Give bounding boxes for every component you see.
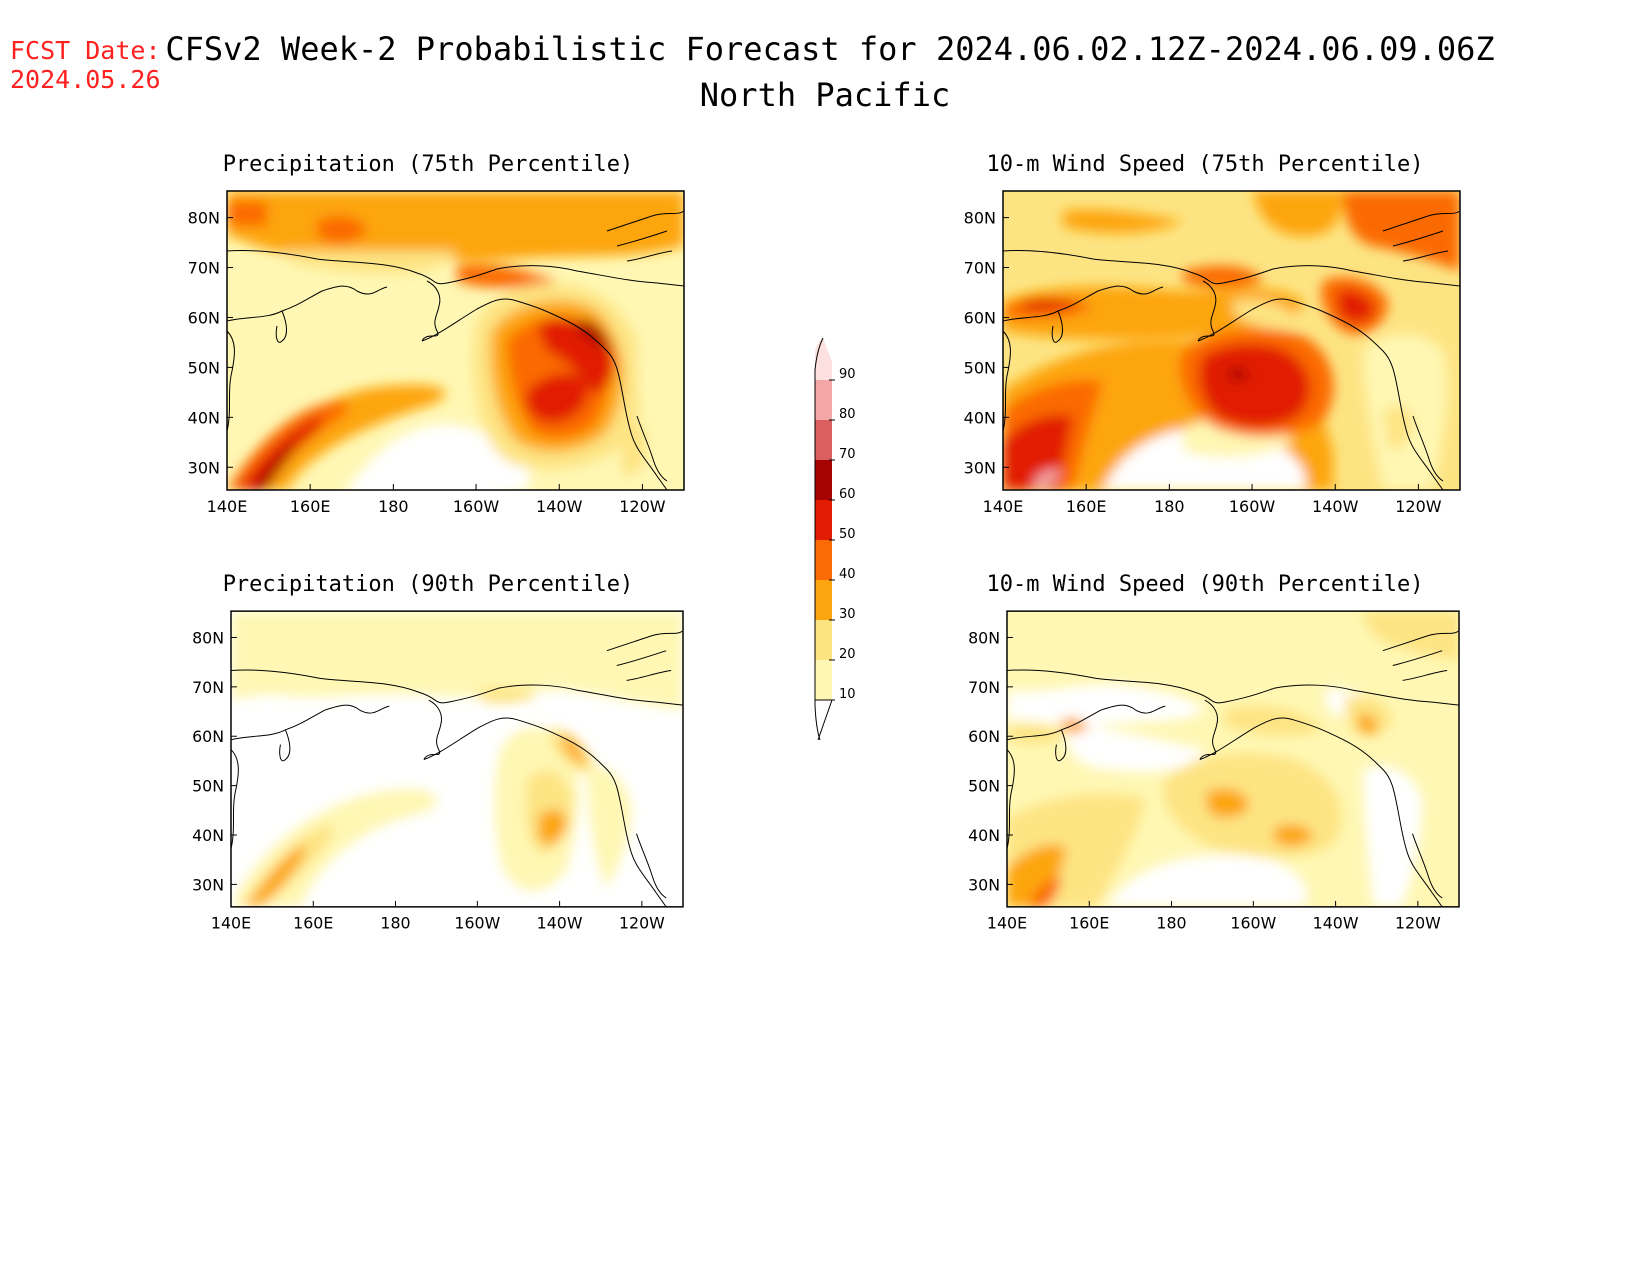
lat-tick-label: 70N (964, 259, 996, 278)
lat-tick-label: 60N (192, 727, 224, 746)
colorbar-lower-cap (815, 699, 833, 741)
lat-tick-label: 40N (188, 408, 220, 427)
lat-tick-label: 60N (968, 727, 1000, 746)
forecast-date-value: 2024.05.26 (10, 65, 161, 94)
lat-tick-label: 70N (968, 678, 1000, 697)
lat-tick-label: 40N (192, 826, 224, 845)
lat-tick-label: 30N (964, 458, 996, 477)
colorbar-outline (814, 337, 824, 741)
colorbar-swatch (815, 580, 832, 620)
colorbar-level-label: 60 (839, 487, 856, 502)
colorbar-swatch (815, 460, 832, 500)
lat-tick-label: 60N (964, 308, 996, 327)
lat-tick-label: 80N (192, 628, 224, 647)
lat-tick-label: 80N (964, 209, 996, 228)
colorbar-level-label: 30 (839, 607, 856, 622)
colorbar-level-label: 70 (839, 447, 856, 462)
lat-tick-label: 50N (192, 777, 224, 796)
lon-tick-label: 160E (1069, 914, 1109, 933)
lon-tick-label: 120W (1395, 497, 1442, 516)
lon-tick-label: 120W (619, 497, 666, 516)
lon-tick-label: 160W (1229, 497, 1276, 516)
colorbar-swatch (815, 660, 832, 700)
colorbar-level-label: 50 (839, 527, 856, 542)
colorbar-swatch (815, 620, 832, 660)
lat-tick-label: 60N (188, 308, 220, 327)
lon-tick-label: 140E (983, 497, 1024, 516)
lat-tick-label: 50N (968, 777, 1000, 796)
lon-tick-label: 140W (536, 497, 583, 516)
lat-tick-label: 30N (968, 875, 1000, 894)
panel-title-precip-75: Precipitation (75th Percentile) (222, 152, 634, 177)
page-title: CFSv2 Week-2 Probabilistic Forecast for … (165, 30, 1495, 68)
map-wind-speed-75th: 140E 160E 180 160W 140W 120W 80N 70N 60N 50N 40N 30… (964, 190, 1461, 516)
colorbar-level-label: 90 (839, 367, 856, 382)
forecast-date: FCST Date: 2024.05.26 (10, 36, 161, 94)
lat-tick-label: 40N (968, 826, 1000, 845)
map-wind-speed-90th: 140E 160E 180 160W 140W 120W 80N 70N 60N 50N 40N 30… (968, 610, 1460, 933)
lon-tick-label: 160W (454, 914, 500, 933)
lat-tick-label: 80N (188, 209, 220, 228)
lon-tick-label: 140E (207, 497, 248, 516)
lon-tick-label: 180 (1156, 914, 1186, 933)
panel-title-wind-75: 10-m Wind Speed (75th Percentile) (986, 152, 1424, 177)
lon-tick-label: 140W (537, 914, 583, 933)
lon-tick-label: 140E (987, 914, 1027, 933)
map-precipitation-75th: 140E 160E 180 160W 140W 120W 80N 70N 60N 50N 40N 30… (188, 190, 685, 516)
lon-tick-label: 160E (290, 497, 331, 516)
lon-tick-label: 140E (211, 914, 251, 933)
map-precipitation-90th: 140E 160E 180 160W 140W 120W 80N 70N 60N 50N 40N 30… (192, 610, 684, 933)
colorbar-legend: 10 20 30 40 50 60 70 80 90 (814, 337, 856, 741)
lat-tick-label: 50N (964, 358, 996, 377)
lon-tick-label: 120W (619, 914, 665, 933)
lon-tick-label: 160W (1230, 914, 1276, 933)
lat-tick-label: 30N (188, 458, 220, 477)
panel-title-precip-90: Precipitation (90th Percentile) (222, 572, 634, 597)
panel-title-wind-90: 10-m Wind Speed (90th Percentile) (986, 572, 1424, 597)
lat-tick-label: 40N (964, 408, 996, 427)
lat-tick-label: 70N (192, 678, 224, 697)
colorbar-swatch (815, 380, 832, 420)
lon-tick-label: 160W (453, 497, 500, 516)
lat-tick-label: 50N (188, 358, 220, 377)
colorbar-level-label: 40 (839, 567, 856, 582)
forecast-date-label: FCST Date: (10, 36, 161, 65)
colorbar-level-label: 10 (839, 687, 856, 702)
lat-tick-label: 80N (968, 628, 1000, 647)
lon-tick-label: 160E (1066, 497, 1107, 516)
lon-tick-label: 140W (1312, 497, 1359, 516)
lon-tick-label: 180 (380, 914, 410, 933)
colorbar-swatch (815, 420, 832, 460)
region-subtitle: North Pacific (699, 76, 951, 114)
colorbar-level-label: 20 (839, 647, 856, 662)
lat-tick-label: 30N (192, 875, 224, 894)
lat-tick-label: 70N (188, 259, 220, 278)
lon-tick-label: 120W (1395, 914, 1441, 933)
lon-tick-label: 180 (378, 497, 409, 516)
colorbar-swatch (815, 540, 832, 580)
lon-tick-label: 180 (1154, 497, 1185, 516)
colorbar-swatch (815, 500, 832, 540)
lon-tick-label: 160E (293, 914, 333, 933)
lon-tick-label: 140W (1313, 914, 1359, 933)
colorbar-level-label: 80 (839, 407, 856, 422)
colorbar-swatch (815, 338, 832, 380)
